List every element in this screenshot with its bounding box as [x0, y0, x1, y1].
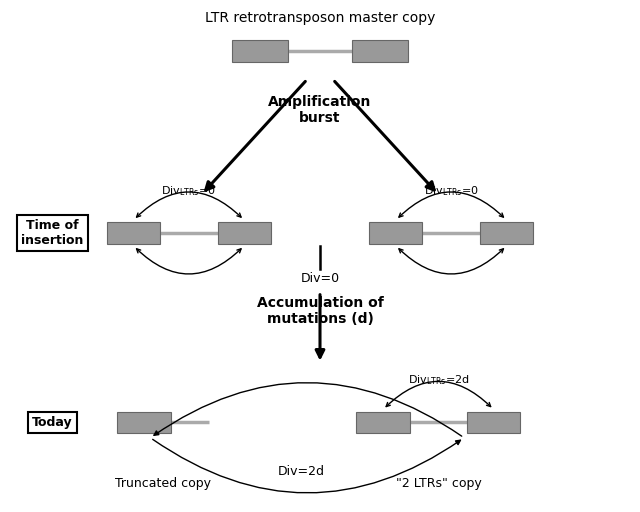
Bar	[218, 222, 271, 244]
Text: Div$_{\mathregular{LTRs}}$=2d: Div$_{\mathregular{LTRs}}$=2d	[408, 374, 469, 387]
Text: Div=0: Div=0	[300, 271, 340, 285]
Text: Truncated copy: Truncated copy	[115, 477, 211, 490]
Text: Amplification
burst: Amplification burst	[268, 95, 372, 125]
Bar	[118, 412, 170, 433]
Bar	[369, 222, 422, 244]
Bar	[480, 222, 533, 244]
Bar	[107, 222, 160, 244]
Text: Time of
insertion: Time of insertion	[21, 219, 84, 247]
Text: Accumulation of
mutations (d): Accumulation of mutations (d)	[257, 296, 383, 326]
Text: Today: Today	[32, 416, 73, 429]
Text: "2 LTRs" copy: "2 LTRs" copy	[396, 477, 481, 490]
Bar	[467, 412, 520, 433]
Text: Div=2d: Div=2d	[277, 464, 324, 478]
Text: LTR retrotransposon master copy: LTR retrotransposon master copy	[205, 11, 435, 25]
Text: Div$_{\mathregular{LTRs}}$=0: Div$_{\mathregular{LTRs}}$=0	[424, 184, 479, 198]
Bar	[232, 40, 288, 62]
Bar	[356, 412, 410, 433]
Text: Div$_{\mathregular{LTRs}}$=0: Div$_{\mathregular{LTRs}}$=0	[161, 184, 216, 198]
Bar	[352, 40, 408, 62]
